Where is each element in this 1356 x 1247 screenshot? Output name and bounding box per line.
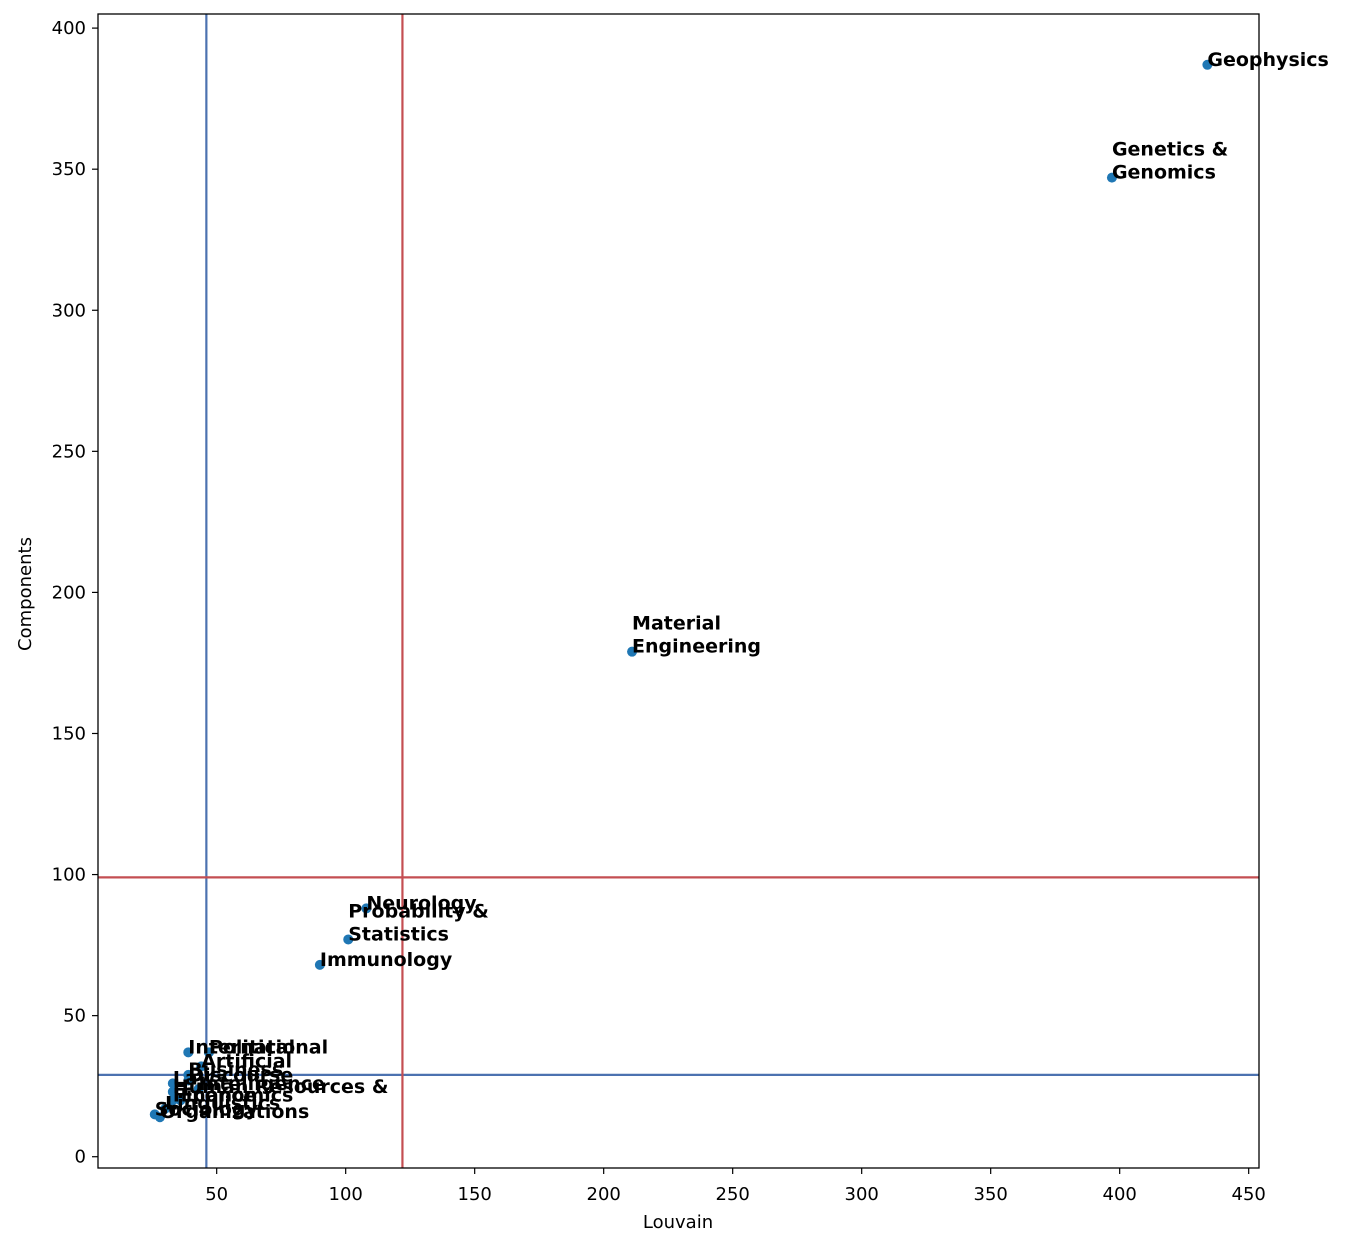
y-tick-label: 400 <box>52 18 86 39</box>
y-tick-label: 150 <box>52 723 86 744</box>
point-label: Linguistics <box>165 1093 280 1115</box>
point-label: Economics <box>181 1084 294 1106</box>
y-tick-label: 50 <box>63 1006 86 1027</box>
data-point <box>1106 172 1117 183</box>
data-point <box>167 1078 178 1089</box>
point-label: Political <box>209 1036 295 1058</box>
point-label: Sociology <box>155 1098 259 1120</box>
data-point <box>183 1047 194 1058</box>
data-point <box>167 1086 178 1097</box>
point-label: Geophysics <box>1207 49 1328 71</box>
x-tick-label: 50 <box>205 1184 228 1205</box>
y-tick-label: 300 <box>52 300 86 321</box>
x-tick-label: 100 <box>329 1184 363 1205</box>
point-label: Human Resources & <box>173 1076 389 1098</box>
data-point <box>193 1083 204 1094</box>
point-label: Genetics & Genomics <box>1112 139 1228 184</box>
data-points <box>149 59 1213 1123</box>
point-label: Discourse <box>188 1065 293 1087</box>
data-point <box>203 1047 214 1058</box>
data-point <box>196 1061 207 1072</box>
y-tick-label: 0 <box>75 1147 86 1168</box>
reference-lines <box>98 14 1259 1168</box>
y-axis-label: Components <box>15 537 36 651</box>
x-tick-label: 300 <box>845 1184 879 1205</box>
x-tick-label: 150 <box>458 1184 492 1205</box>
point-label: Artificial <box>201 1050 292 1072</box>
data-point <box>361 903 372 914</box>
y-tick-label: 200 <box>52 582 86 603</box>
data-point <box>314 959 325 970</box>
point-label: Immunology <box>320 949 453 971</box>
point-labels: Geophysics Genetics & Genomics Material Engi… <box>155 49 1329 1123</box>
data-point <box>175 1095 186 1106</box>
point-label: Business <box>188 1059 283 1081</box>
point-label: Neurology <box>366 892 477 914</box>
x-axis-label: Louvain <box>643 1212 713 1233</box>
x-tick-label: 200 <box>587 1184 621 1205</box>
point-label: Intelligence <box>199 1073 325 1095</box>
data-point <box>343 934 354 945</box>
x-tick-label: 350 <box>974 1184 1008 1205</box>
data-point <box>167 1095 178 1106</box>
y-axis-ticks: 0 50 100 150 200 250 300 350 400 <box>52 18 98 1168</box>
data-point <box>1202 59 1213 70</box>
data-point <box>627 646 638 657</box>
point-label: Finance <box>173 1084 257 1106</box>
x-tick-label: 450 <box>1232 1184 1266 1205</box>
point-label: Probability & Statistics <box>348 900 489 945</box>
data-point <box>154 1112 165 1123</box>
data-point <box>160 1103 171 1114</box>
data-point <box>183 1075 194 1086</box>
x-tick-label: 400 <box>1103 1184 1137 1205</box>
point-label: Material Engineering <box>632 613 761 658</box>
point-label: Organizations <box>160 1101 309 1123</box>
y-tick-label: 250 <box>52 441 86 462</box>
point-label: Law <box>173 1067 215 1089</box>
point-label: International <box>188 1036 328 1058</box>
y-tick-label: 350 <box>52 159 86 180</box>
x-tick-label: 250 <box>716 1184 750 1205</box>
y-tick-label: 100 <box>52 865 86 886</box>
plot-frame <box>97 13 1260 1169</box>
x-axis-ticks: 50 100 150 200 250 300 350 400 450 <box>205 1168 1266 1205</box>
